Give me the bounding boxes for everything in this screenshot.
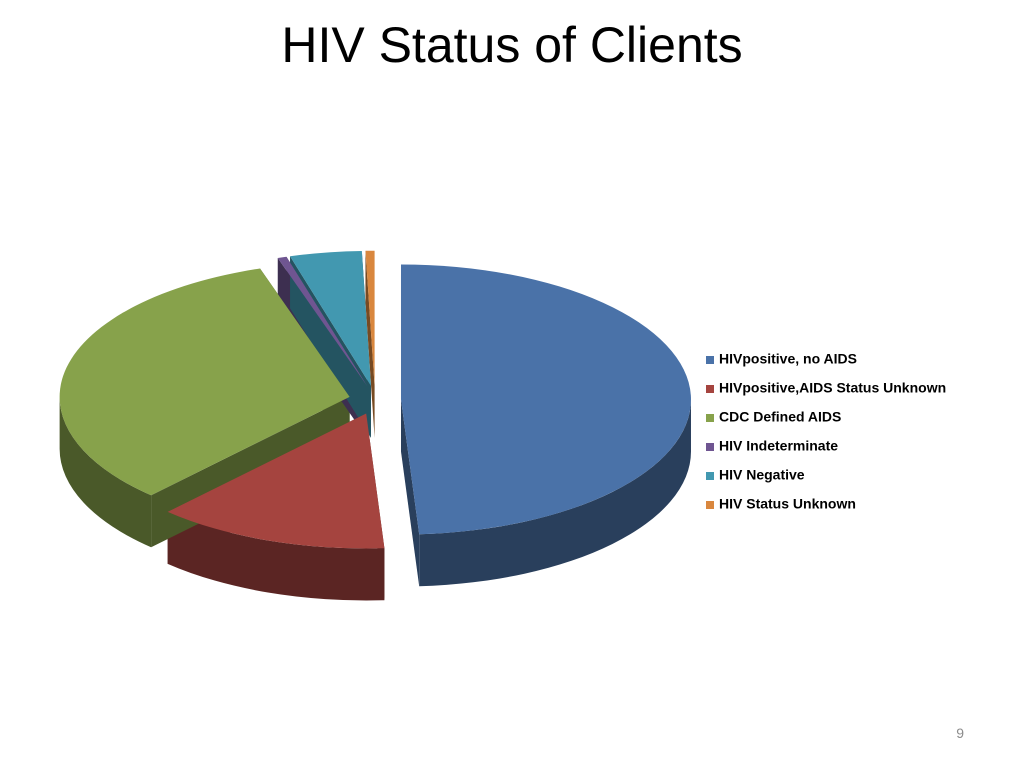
page-number: 9 xyxy=(956,725,964,741)
slice xyxy=(365,250,375,386)
legend-swatch xyxy=(706,385,714,393)
slice-cut xyxy=(365,250,375,438)
slice xyxy=(59,268,350,496)
slice xyxy=(167,413,385,549)
legend-label: CDC Defined AIDS xyxy=(719,409,841,425)
legend-swatch xyxy=(706,472,714,480)
legend: HIVpositive, no AIDS HIVpositive,AIDS Sta… xyxy=(706,351,946,512)
slice xyxy=(290,250,371,386)
slice-side xyxy=(59,396,152,548)
chart-title: HIV Status of Clients xyxy=(281,17,742,73)
legend-label: HIV Indeterminate xyxy=(719,438,838,454)
slice xyxy=(400,264,691,535)
legend-swatch xyxy=(706,443,714,451)
legend-swatch xyxy=(706,356,714,364)
legend-label: HIV Status Unknown xyxy=(719,496,856,512)
slice-cut xyxy=(400,399,420,587)
legend-swatch xyxy=(706,414,714,422)
legend-label: HIV Negative xyxy=(719,467,805,483)
legend-swatch xyxy=(706,501,714,509)
legend-label: HIVpositive,AIDS Status Unknown xyxy=(719,380,946,396)
legend-label: HIVpositive, no AIDS xyxy=(719,351,857,367)
slice xyxy=(277,256,368,387)
pie xyxy=(59,250,691,601)
slice-side xyxy=(419,399,691,587)
